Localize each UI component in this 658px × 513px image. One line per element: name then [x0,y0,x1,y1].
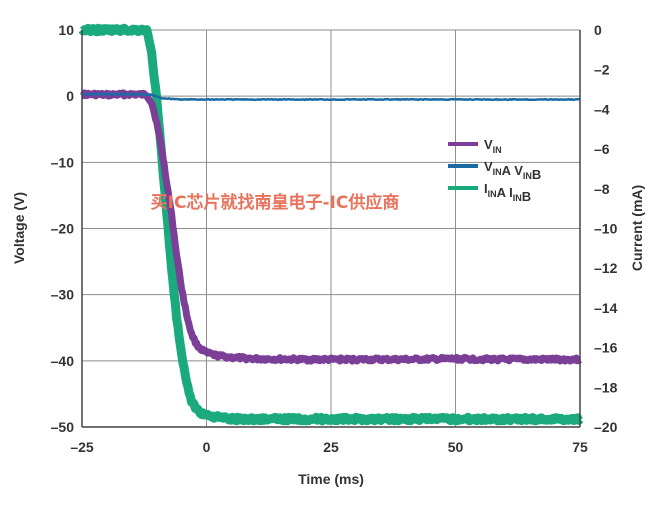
axes [81,30,581,428]
legend-label-3: IINA IINB [484,181,531,204]
y-tick-label: –40 [51,353,75,369]
y-axis-label: Voltage (V) [11,192,27,264]
y-tick-label: –50 [51,419,75,435]
y2-tick-label: –14 [594,300,618,316]
series-line-2 [81,92,581,102]
series-layer [78,23,584,426]
y-tick-label: 10 [58,22,74,38]
legend-label-2: VINA VINB [484,159,541,182]
y2-tick-label: –18 [594,379,618,395]
x-axis-label: Time (ms) [298,471,364,487]
watermark: 买IC芯片就找南皇电子-IC供应商 [151,192,400,213]
y2-tick-label: –2 [594,62,610,78]
x-tick-label: 0 [203,439,211,455]
y2-tick-label: –10 [594,221,618,237]
y2-tick-label: –4 [594,101,610,117]
x-tick-label: 75 [572,439,588,455]
x-tick-label: –25 [70,439,94,455]
y-tick-label: –20 [51,221,75,237]
y-tick-label: –30 [51,287,75,303]
y2-axis-label: Current (mA) [629,185,645,271]
y2-tick-label: –8 [594,181,610,197]
series-line-1 [79,89,583,365]
y2-tick-label: –16 [594,340,618,356]
y-tick-label: –10 [51,154,75,170]
y2-tick-label: –12 [594,260,618,276]
tick-labels: –25 0 25 50 75100–10–20–30–40–500–2–4–6–8–10… [51,22,618,455]
x-tick-label: 25 [323,439,339,455]
y2-tick-label: –6 [594,141,610,157]
y2-tick-label: 0 [594,22,602,38]
y-tick-label: 0 [66,88,74,104]
y2-tick-label: –20 [594,419,618,435]
x-tick-label: 50 [448,439,464,455]
legend-label-1: VIN [484,137,502,155]
